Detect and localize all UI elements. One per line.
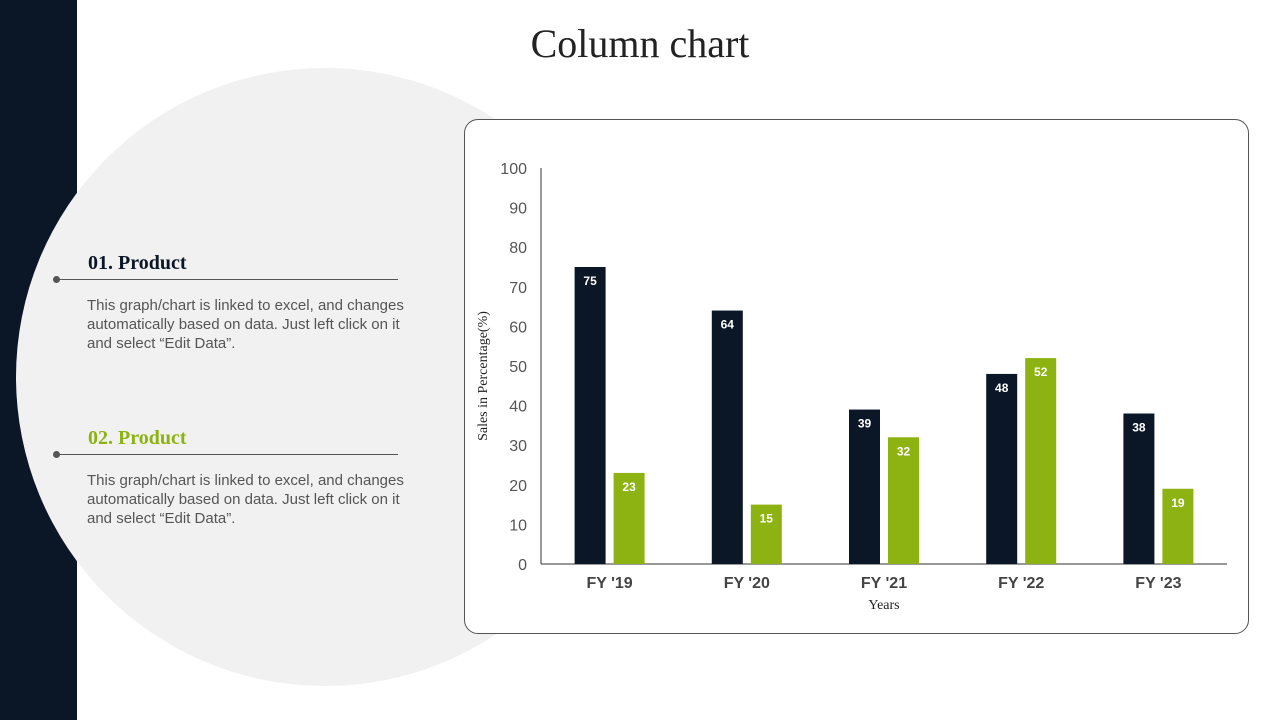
y-tick-label: 60 [509,319,527,336]
bar-series-2 [613,472,645,564]
y-tick-label: 100 [500,161,527,178]
bar-data-label: 64 [721,318,735,332]
product-2-title: 02. Product [88,427,187,449]
bar-data-label: 48 [995,381,1009,395]
bar-series-1 [986,373,1018,564]
bar-series-1 [1123,413,1155,564]
x-tick-label: FY '21 [861,575,907,592]
bar-data-label: 38 [1132,421,1146,435]
bar-data-label: 23 [622,480,636,494]
product-1-divider [58,279,398,280]
x-tick-label: FY '20 [724,575,770,592]
x-tick-label: FY '23 [1135,575,1181,592]
y-tick-label: 70 [509,280,527,297]
bar-series-2 [888,437,919,564]
slide-title: Column chart [530,21,750,66]
x-tick-label: FY '22 [998,575,1044,592]
y-tick-label: 80 [509,240,527,257]
bar-data-label: 75 [583,274,597,288]
bar-series-2 [1162,488,1194,564]
y-axis-title: Sales in Percentage(%) [476,311,491,441]
y-tick-label: 30 [509,438,527,455]
product-1-description: This graph/chart is linked to excel, and… [87,297,404,352]
bar-series-1 [711,310,743,564]
product-2-description: This graph/chart is linked to excel, and… [87,472,404,527]
y-tick-label: 40 [509,399,527,416]
column-chart[interactable]: 0 10 20 30 40 50 60 70 80 90 100 75 23 FY '19 64 15 FY '… [465,120,1250,635]
y-tick-label: 20 [509,478,527,495]
chart-panel[interactable]: 0 10 20 30 40 50 60 70 80 90 100 75 23 FY '19 64 15 FY '… [464,119,1249,634]
y-tick-label: 0 [518,557,527,574]
bar-series-1 [574,267,606,564]
bar-data-label: 32 [897,444,911,458]
product-2-divider [58,454,398,455]
bar-data-label: 15 [760,512,774,526]
bar-series-2 [750,504,782,564]
bar-data-label: 19 [1171,496,1185,510]
x-axis-title: Years [868,598,899,613]
product-1-bullet-dot [53,276,60,283]
bar-data-label: 52 [1034,365,1048,379]
y-tick-label: 10 [509,517,527,534]
product-1-title: 01. Product [88,252,187,274]
x-tick-label: FY '19 [586,575,632,592]
bar-series-2 [1025,358,1057,564]
bar-series-1 [849,409,880,564]
bar-data-label: 39 [858,417,872,431]
y-tick-label: 90 [509,201,527,218]
product-2-bullet-dot [53,451,60,458]
y-tick-label: 50 [509,359,527,376]
